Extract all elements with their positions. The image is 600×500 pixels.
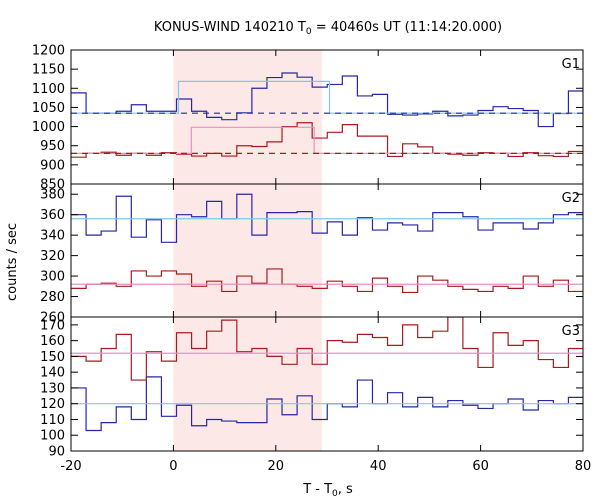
series-g3-1 (71, 317, 583, 381)
panel-plot-area (71, 72, 583, 158)
panel-label: G3 (562, 324, 580, 339)
panel-plot-area (71, 193, 583, 294)
series-g1-1 (71, 122, 583, 158)
panel-frame (70, 316, 584, 452)
panel-label: G1 (562, 57, 580, 72)
y-tick-label: 1100 (32, 82, 65, 97)
y-tick-label: 1200 (32, 44, 65, 59)
y-tick-label: 300 (40, 270, 65, 285)
y-tick-label: 320 (40, 249, 65, 264)
panel-frame (70, 183, 584, 318)
y-tick-label: 150 (40, 350, 65, 365)
y-tick-label: 380 (40, 188, 65, 203)
y-tick-label: 280 (40, 290, 65, 305)
y-tick-label: 160 (40, 334, 65, 349)
panel-plot-area (71, 317, 583, 432)
y-tick-label: 900 (40, 158, 65, 173)
panel-label: G2 (562, 191, 580, 206)
x-tick-label: 0 (169, 459, 177, 474)
highlight-region (173, 50, 322, 451)
y-tick-label: 1050 (32, 101, 65, 116)
x-axis-title: T - T0, s (302, 482, 353, 499)
y-tick-label: 1000 (32, 120, 65, 135)
y-tick-label: 110 (40, 413, 65, 428)
panel-frame (70, 49, 584, 185)
series-g2-1 (71, 268, 583, 294)
y-tick-label: 140 (40, 366, 65, 381)
y-tick-label: 260 (40, 311, 65, 326)
y-tick-label: 950 (40, 139, 65, 154)
chart-title: KONUS-WIND 140210 T0 = 40460s UT (11:14:… (154, 20, 502, 37)
chart-panels: 85090095010001050110011501200G1260280300… (32, 44, 592, 475)
series-g1-0 (71, 72, 583, 128)
series-g1-3 (71, 126, 583, 154)
y-tick-label: 340 (40, 229, 65, 244)
chart-title-subscript: 0 (306, 27, 312, 37)
y-tick-label: 360 (40, 208, 65, 223)
x-tick-label: 80 (575, 459, 592, 474)
y-tick-label: 170 (40, 318, 65, 333)
x-tick-label: -20 (60, 459, 81, 474)
series-g2-0 (71, 193, 583, 243)
x-axis-title-subscript: 0 (332, 489, 338, 499)
x-tick-label: 20 (268, 459, 285, 474)
y-tick-label: 1150 (32, 63, 65, 78)
series-g3-0 (71, 376, 583, 432)
x-tick-label: 60 (472, 459, 489, 474)
y-tick-label: 850 (40, 178, 65, 193)
y-tick-label: 100 (40, 429, 65, 444)
y-tick-label: 130 (40, 381, 65, 396)
y-tick-label: 120 (40, 397, 65, 412)
x-tick-label: 40 (370, 459, 387, 474)
y-tick-label: 90 (48, 445, 65, 460)
y-axis-title: counts / sec (5, 223, 20, 301)
